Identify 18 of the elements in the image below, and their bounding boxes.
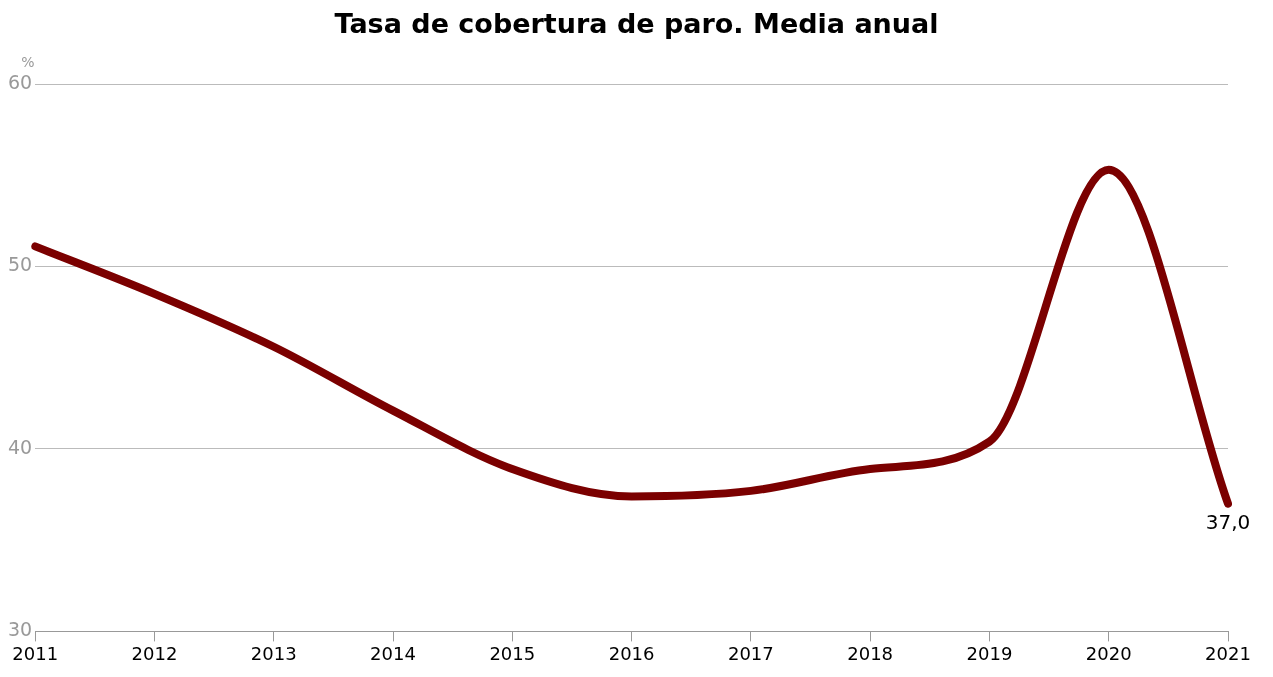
x-tick-label: 2020: [1085, 642, 1132, 664]
x-tick-label: 2012: [131, 642, 178, 664]
y-tick-label: 30: [7, 618, 33, 641]
y-axis-title: %: [21, 53, 35, 70]
x-tick-label: 2019: [966, 642, 1013, 664]
y-tick-label: 60: [7, 70, 33, 93]
x-tick-label: 2011: [12, 642, 59, 664]
x-tick-label: 2016: [608, 642, 655, 664]
y-tick-label: 40: [7, 435, 33, 458]
chart-title: Tasa de cobertura de paro. Media anual: [333, 8, 940, 41]
x-tick-label: 2015: [489, 642, 536, 664]
x-tick-label: 2013: [250, 642, 297, 664]
x-tick-label: 2017: [727, 642, 774, 664]
y-tick-label: 50: [7, 253, 33, 276]
data-label: 37,0: [1205, 509, 1251, 534]
x-tick-label: 2021: [1205, 642, 1251, 664]
x-tick-label: 2018: [847, 642, 894, 664]
x-tick-label: 2014: [370, 642, 416, 664]
